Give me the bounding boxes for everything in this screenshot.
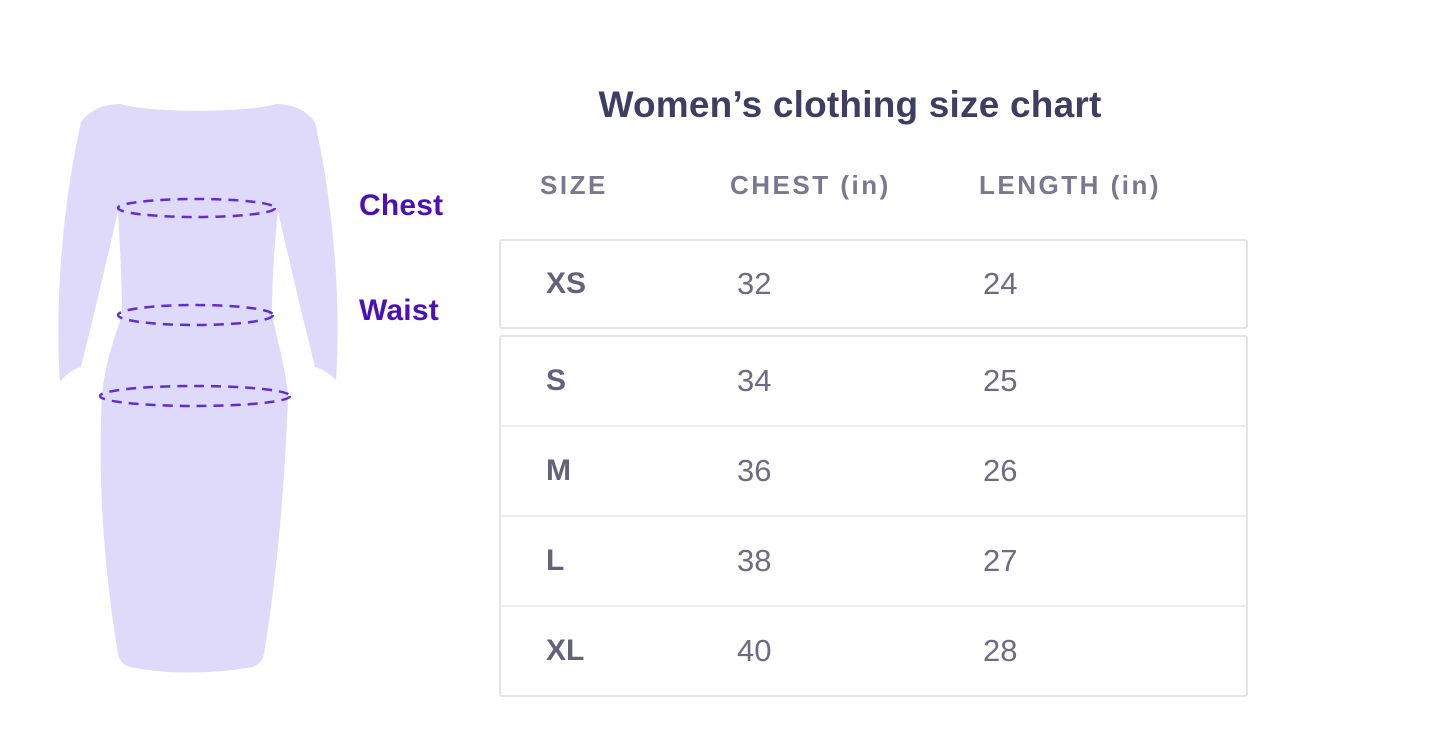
length-cell: 26 xyxy=(983,453,1018,488)
chest-cell: 38 xyxy=(737,543,772,578)
chest-measure-line xyxy=(116,197,277,219)
col-header-chest: CHEST (in) xyxy=(730,169,891,200)
dress-silhouette xyxy=(58,104,338,673)
table-row: M 36 26 xyxy=(501,425,1246,515)
size-table: SIZE CHEST (in) LENGTH (in) XS 32 24 S 3… xyxy=(499,168,1248,697)
chest-cell: 32 xyxy=(737,266,772,301)
table-row: XS 32 24 xyxy=(499,239,1248,329)
length-cell: 28 xyxy=(983,633,1018,668)
col-header-length: LENGTH (in) xyxy=(979,169,1162,200)
table-row-group: S 34 25 M 36 26 L 38 27 XL 40 28 xyxy=(499,335,1248,697)
size-cell: M xyxy=(546,454,571,487)
waist-label: Waist xyxy=(359,294,439,327)
length-cell: 27 xyxy=(983,543,1018,578)
dress-illustration: Chest Waist xyxy=(0,0,470,731)
length-cell: 25 xyxy=(983,363,1018,398)
table-row: S 34 25 xyxy=(501,337,1246,425)
table-header-row: SIZE CHEST (in) LENGTH (in) xyxy=(499,168,1248,202)
waist-measure-line xyxy=(116,303,275,327)
chest-cell: 36 xyxy=(737,453,772,488)
length-cell: 24 xyxy=(983,266,1018,301)
chest-label: Chest xyxy=(359,189,444,222)
size-cell: S xyxy=(546,364,567,397)
size-cell: XL xyxy=(546,634,585,667)
hip-measure-line xyxy=(98,384,292,408)
chest-cell: 40 xyxy=(737,633,772,668)
table-row: L 38 27 xyxy=(501,515,1246,605)
dress-body-shape xyxy=(58,104,338,673)
size-cell: XS xyxy=(546,267,587,300)
table-row: XL 40 28 xyxy=(501,605,1246,695)
chest-cell: 34 xyxy=(737,363,772,398)
col-header-size: SIZE xyxy=(540,169,608,200)
size-cell: L xyxy=(546,544,565,577)
page-title: Women’s clothing size chart xyxy=(598,84,1102,125)
